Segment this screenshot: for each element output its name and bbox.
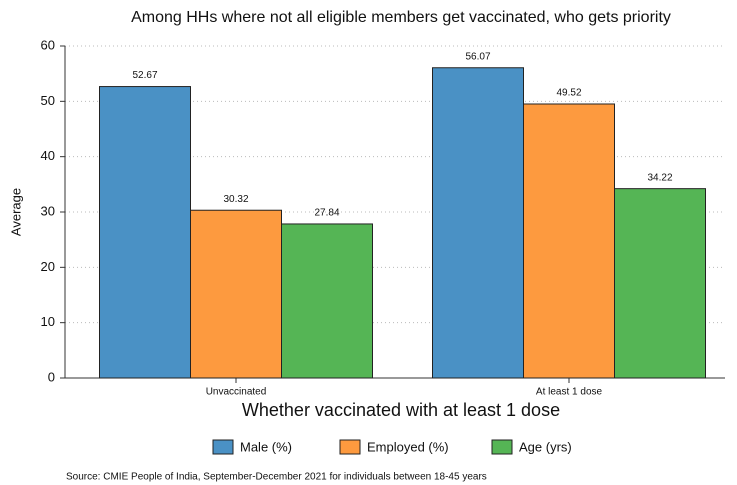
y-tick-label: 20 (41, 259, 55, 274)
bar (281, 223, 373, 379)
value-label: 34.22 (647, 172, 672, 183)
value-label: 27.84 (314, 208, 339, 219)
x-tick-label: At least 1 dose (536, 387, 603, 398)
legend-label: Age (yrs) (519, 439, 572, 454)
y-tick-label: 10 (41, 314, 55, 329)
value-label: 52.67 (132, 70, 157, 81)
y-tick-label: 0 (48, 369, 55, 384)
legend-label: Male (%) (240, 439, 292, 454)
bar (190, 209, 282, 379)
y-tick-label: 30 (41, 203, 55, 218)
bar (99, 86, 191, 379)
value-label: 56.07 (465, 51, 490, 62)
value-label: 49.52 (556, 88, 581, 99)
legend-swatch (212, 439, 234, 455)
legend-label: Employed (%) (367, 439, 449, 454)
y-axis-label: Average (8, 188, 23, 236)
y-tick-label: 50 (41, 93, 55, 108)
source-note: Source: CMIE People of India, September-… (66, 472, 487, 483)
x-tick-label: Unvaccinated (206, 387, 267, 398)
y-tick-label: 40 (41, 148, 55, 163)
legend-swatch (339, 439, 361, 455)
value-label: 30.32 (223, 194, 248, 205)
y-tick-label: 60 (41, 37, 55, 52)
bar (432, 67, 524, 379)
chart-title: Among HHs where not all eligible members… (131, 9, 671, 26)
bar (614, 188, 706, 379)
bar (523, 103, 615, 379)
legend-swatch (491, 439, 513, 455)
x-axis-label: Whether vaccinated with at least 1 dose (242, 400, 560, 420)
